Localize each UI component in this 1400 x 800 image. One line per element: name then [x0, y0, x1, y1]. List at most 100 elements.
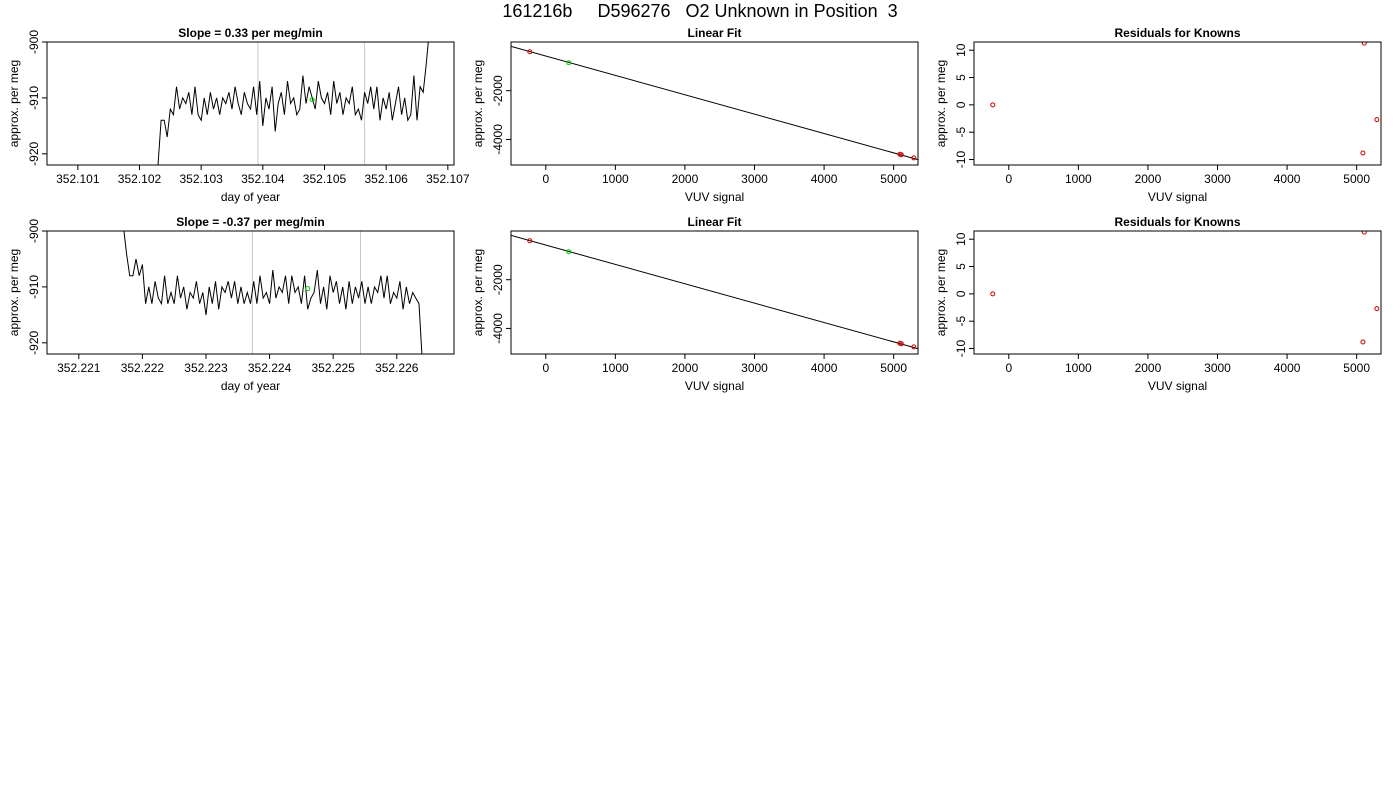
x-axis-label: day of year — [221, 379, 280, 393]
y-tick-label: -910 — [27, 275, 41, 299]
x-axis-label: VUV signal — [685, 190, 744, 204]
x-tick-label: 0 — [1005, 172, 1012, 186]
data-point — [527, 238, 533, 244]
panel-residuals-1: Residuals for Knowns 0 1000 2000 3000 4000 500… — [934, 26, 1382, 204]
x-tick-label: 352.223 — [184, 361, 228, 375]
x-tick-label: 4000 — [811, 361, 838, 375]
y-axis-label: approx. per meg — [7, 60, 21, 147]
x-axis-label: day of year — [221, 190, 280, 204]
series-line — [157, 42, 429, 165]
y-tick-label: -5 — [954, 316, 968, 327]
x-tick-label: 2000 — [672, 361, 699, 375]
data-point — [898, 341, 904, 347]
panel-residuals-2: Residuals for Knowns 0 1000 2000 3000 4000 500… — [934, 215, 1382, 393]
y-tick-label: -4000 — [491, 124, 505, 155]
y-tick-label: -2000 — [491, 264, 505, 295]
x-tick-label: 0 — [1005, 361, 1012, 375]
x-tick-label: 3000 — [741, 172, 768, 186]
plot-box — [46, 230, 455, 355]
y-tick-label: -10 — [954, 151, 968, 169]
x-tick-label: 2000 — [672, 172, 699, 186]
data-point — [898, 152, 904, 158]
x-tick-label: 4000 — [811, 172, 838, 186]
plot-box — [46, 41, 455, 166]
x-tick-label: 352.101 — [56, 172, 100, 186]
data-point — [911, 344, 917, 350]
data-point — [1360, 150, 1366, 156]
plot-box — [510, 230, 919, 355]
data-point — [1361, 231, 1367, 235]
panel-title: Slope = 0.33 per meg/min — [178, 26, 322, 40]
y-tick-label: 0 — [954, 290, 968, 297]
data-point — [527, 49, 533, 55]
x-tick-label: 0 — [542, 361, 549, 375]
y-tick-label: -910 — [27, 86, 41, 110]
y-tick-label: 0 — [954, 101, 968, 108]
y-tick-label: -2000 — [491, 75, 505, 106]
fit-line — [511, 45, 918, 161]
x-axis-label: VUV signal — [685, 379, 744, 393]
y-tick-label: -900 — [27, 219, 41, 243]
y-tick-label: -10 — [954, 340, 968, 358]
y-tick-label: -4000 — [491, 313, 505, 344]
panel-timeseries-2: Slope = -0.37 per meg/min 352.221 352.222 3… — [7, 215, 455, 393]
plot-box — [973, 41, 1382, 166]
x-tick-label: 1000 — [1065, 361, 1092, 375]
x-tick-label: 5000 — [880, 361, 907, 375]
data-point — [1374, 306, 1380, 312]
x-tick-label: 352.224 — [248, 361, 292, 375]
x-tick-label: 2000 — [1135, 361, 1162, 375]
x-tick-label: 0 — [542, 172, 549, 186]
data-point — [1360, 339, 1366, 345]
panel-title: Residuals for Knowns — [1114, 215, 1240, 229]
data-point — [566, 249, 572, 255]
data-point — [990, 102, 996, 108]
highlight-point — [309, 97, 315, 103]
x-tick-label: 352.104 — [241, 172, 285, 186]
panel-title: Linear Fit — [687, 215, 741, 229]
data-point — [1374, 117, 1380, 123]
panel-title: Slope = -0.37 per meg/min — [176, 215, 324, 229]
series-line — [123, 231, 423, 354]
x-tick-label: 5000 — [1343, 172, 1370, 186]
plot-box — [973, 230, 1382, 355]
highlight-point — [305, 286, 311, 292]
y-tick-label: -920 — [27, 141, 41, 165]
data-point — [566, 60, 572, 66]
y-axis-label: approx. per meg — [471, 60, 485, 147]
x-tick-label: 352.225 — [311, 361, 355, 375]
panel-linearfit-2: Linear Fit 0 1000 2000 3000 4000 5000 -4000 -200… — [471, 215, 919, 393]
data-point — [1361, 42, 1367, 46]
y-tick-label: -920 — [27, 330, 41, 354]
x-tick-label: 352.105 — [303, 172, 347, 186]
x-tick-label: 1000 — [1065, 172, 1092, 186]
fit-line — [511, 234, 918, 350]
x-tick-label: 2000 — [1135, 172, 1162, 186]
x-tick-label: 352.226 — [375, 361, 419, 375]
panel-linearfit-1: Linear Fit 0 1000 2000 3000 4000 5000 -4000 -200… — [471, 26, 919, 204]
x-tick-label: 352.103 — [179, 172, 223, 186]
y-tick-label: 5 — [954, 263, 968, 270]
x-tick-label: 352.107 — [426, 172, 470, 186]
x-tick-label: 4000 — [1274, 361, 1301, 375]
y-axis-label: approx. per meg — [7, 249, 21, 336]
x-tick-label: 3000 — [1204, 361, 1231, 375]
panel-timeseries-1: Slope = 0.33 per meg/min 352.101 352.102 35… — [7, 26, 470, 204]
x-tick-label: 352.222 — [121, 361, 165, 375]
x-tick-label: 352.106 — [364, 172, 408, 186]
x-tick-label: 1000 — [602, 172, 629, 186]
x-tick-label: 5000 — [880, 172, 907, 186]
x-tick-label: 3000 — [741, 361, 768, 375]
y-tick-label: 5 — [954, 74, 968, 81]
y-tick-label: -900 — [27, 30, 41, 54]
x-tick-label: 5000 — [1343, 361, 1370, 375]
y-tick-label: 10 — [954, 43, 968, 57]
x-axis-label: VUV signal — [1148, 379, 1207, 393]
x-tick-label: 3000 — [1204, 172, 1231, 186]
x-axis-label: VUV signal — [1148, 190, 1207, 204]
x-tick-label: 352.102 — [118, 172, 162, 186]
panel-title: Residuals for Knowns — [1114, 26, 1240, 40]
y-axis-label: approx. per meg — [934, 60, 948, 147]
data-point — [990, 291, 996, 297]
